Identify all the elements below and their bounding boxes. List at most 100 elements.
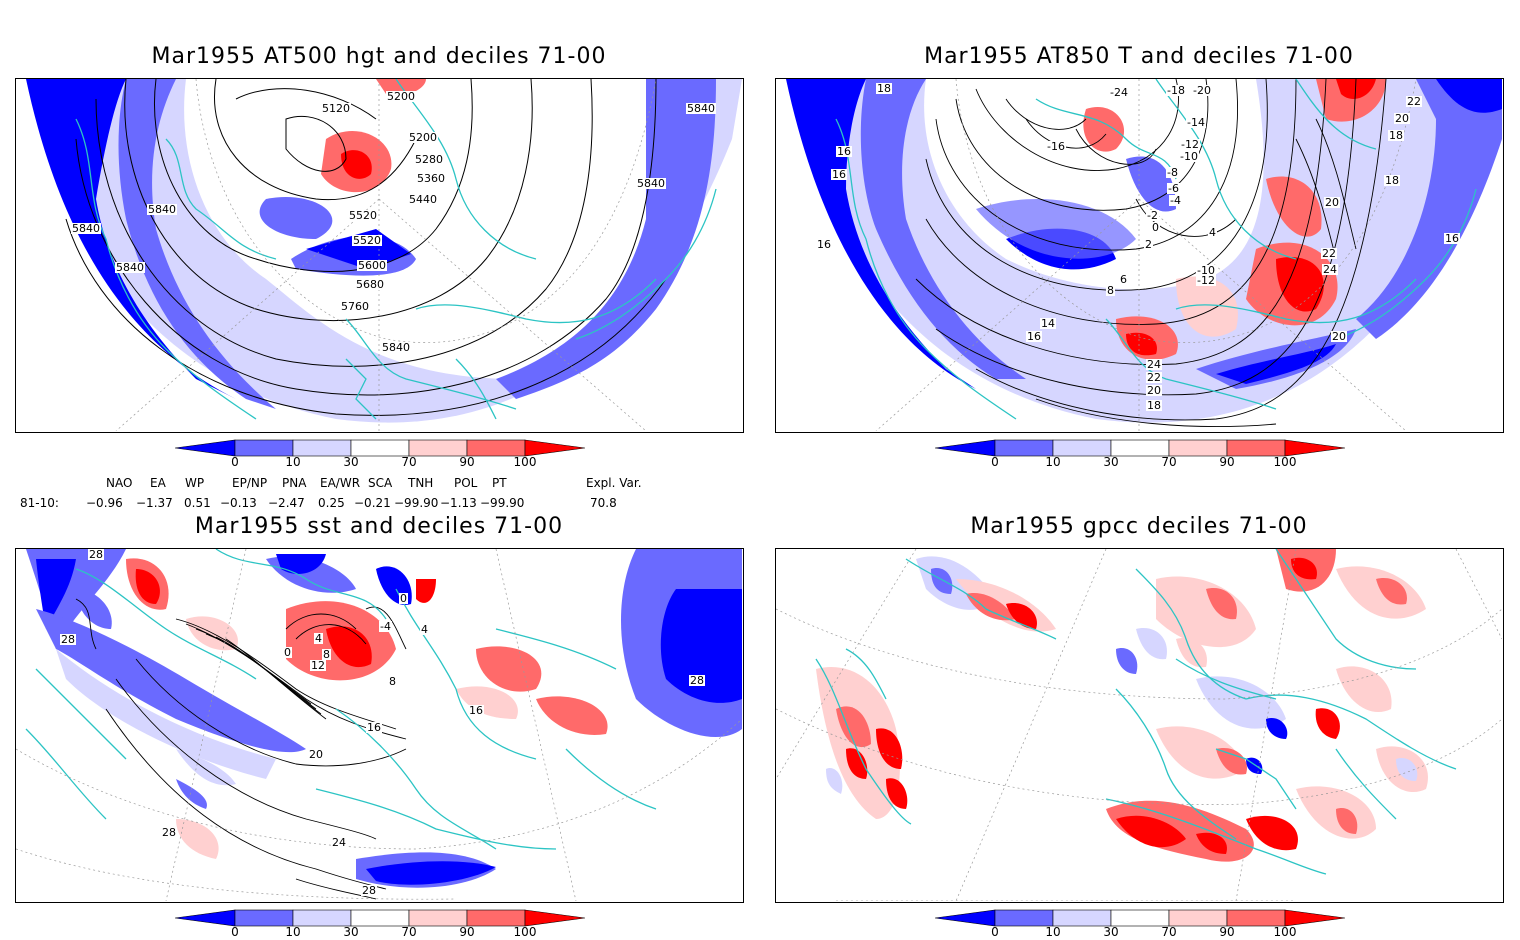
colorbar-tick-label: 10	[1045, 925, 1061, 939]
index-name: EP/NP	[232, 476, 268, 490]
index-name: POL	[454, 476, 478, 490]
contour-label: 14	[1040, 317, 1056, 330]
colorbar-top-left	[174, 438, 586, 460]
contour-label: 5440	[408, 193, 438, 206]
contour-label: 18	[1384, 174, 1400, 187]
colorbar-swatches	[934, 909, 1346, 927]
contour-label: 0	[283, 646, 292, 659]
colorbar-arrow-low	[934, 909, 996, 927]
contour-label: 5360	[416, 172, 446, 185]
contour-label: 24	[1146, 358, 1162, 371]
colorbar-segment	[466, 909, 526, 927]
contour-label: 20	[308, 748, 324, 761]
colorbar-segment	[1168, 909, 1228, 927]
colorbar-tick-label: 70	[401, 925, 417, 939]
contour-label: 16	[366, 721, 382, 734]
colorbar-tick-label: 100	[1273, 925, 1297, 939]
colorbar-segment	[234, 439, 294, 457]
contour-label: 5840	[686, 102, 716, 115]
contour-label: -20	[1192, 84, 1212, 97]
colorbar-tick-label: 90	[459, 925, 475, 939]
contour-label: 20	[1146, 384, 1162, 397]
colorbar-labels: 0 10 30 70 90 100	[935, 925, 1345, 940]
contour-label: 5200	[386, 90, 416, 103]
contour-label: 18	[1388, 129, 1404, 142]
contour-label: -10	[1179, 150, 1199, 163]
colorbar-tick-label: 0	[991, 925, 999, 939]
contour-label: 4	[314, 632, 323, 645]
panel-title-sst: Mar1955 sst and deciles 71-00	[194, 514, 564, 539]
contour-label: 5760	[340, 300, 370, 313]
colorbar-tick-label: 90	[1219, 925, 1235, 939]
contour-label: -24	[1109, 86, 1129, 99]
contour-label: 5840	[71, 222, 101, 235]
index-value: −0.21	[354, 496, 391, 510]
colorbar-tick-label: 100	[513, 455, 537, 469]
index-name: Expl. Var.	[586, 476, 642, 490]
contour-label: 20	[1331, 330, 1347, 343]
colorbar-tick-label: 0	[231, 455, 239, 469]
colorbar-tick-label: 10	[285, 925, 301, 939]
contour-label: 16	[836, 145, 852, 158]
panel-title-t850: Mar1955 AT850 T and deciles 71-00	[924, 44, 1354, 69]
colorbar-tick-label: 90	[1219, 455, 1235, 469]
colorbar-bottom-right	[934, 908, 1346, 930]
colorbar-segment	[1168, 439, 1228, 457]
colorbar-segment	[1110, 909, 1170, 927]
colorbar-arrow-high	[1284, 909, 1346, 927]
index-value: 0.51	[184, 496, 211, 510]
contour-label: -2	[1146, 209, 1159, 222]
colorbar-segment	[350, 439, 410, 457]
contour-label: -18	[1166, 84, 1186, 97]
colorbar-segment	[994, 439, 1054, 457]
contour-label: 28	[689, 674, 705, 687]
colorbar-labels: 0 10 30 70 90 100	[175, 455, 585, 471]
contour-label: 8	[1106, 284, 1115, 297]
colorbar-segment	[234, 909, 294, 927]
contour-label: 6	[1119, 273, 1128, 286]
contour-label: 2	[1144, 238, 1153, 251]
contour-label: -10	[1196, 264, 1216, 277]
index-row-label: 81-10:	[20, 496, 59, 510]
index-value: −99.90	[394, 496, 439, 510]
colorbar-tick-label: 0	[991, 455, 999, 469]
contour-label: 16	[1026, 330, 1042, 343]
contour-label: 5840	[147, 203, 177, 216]
contour-label: 22	[1321, 247, 1337, 260]
colorbar-segment	[1110, 439, 1170, 457]
colorbar-bottom-left	[174, 908, 586, 930]
colorbar-tick-label: 30	[1103, 455, 1119, 469]
contour-label: -12	[1196, 274, 1216, 287]
contour-label: 5520	[348, 209, 378, 222]
colorbar-arrow-low	[174, 439, 236, 457]
index-value: 70.8	[590, 496, 617, 510]
colorbar-arrow-high	[524, 439, 586, 457]
contour-label: 12	[310, 659, 326, 672]
contour-label: -16	[1046, 140, 1066, 153]
index-value: −2.47	[268, 496, 305, 510]
contour-label: 4	[1208, 226, 1217, 239]
contour-label: 28	[88, 548, 104, 561]
map-panel-t850: 18 -24 -18 -20 -16 -14 -12 -10 -8 -6 -4 …	[775, 78, 1504, 433]
colorbar-tick-label: 10	[285, 455, 301, 469]
map-panel-gpcc	[775, 548, 1504, 903]
index-value: −1.37	[136, 496, 173, 510]
index-name: NAO	[106, 476, 133, 490]
colorbar-labels: 0 10 30 70 90 100	[935, 455, 1345, 471]
map-panel-hgt500: 5200 5120 5200 5280 5360 5440 5520 5520 …	[15, 78, 744, 433]
contour-label: -12	[1180, 138, 1200, 151]
index-table: NAO EA WP EP/NP PNA EA/WR SCA TNH POL PT Expl. Var…	[20, 474, 720, 510]
panel-title-gpcc: Mar1955 gpcc deciles 71-00	[970, 514, 1308, 539]
contour-label: 16	[831, 168, 847, 181]
colorbar-swatches	[174, 439, 586, 457]
contour-label: 5120	[321, 102, 351, 115]
colorbar-segment	[994, 909, 1054, 927]
colorbar-tick-label: 70	[1161, 455, 1177, 469]
contour-label: 20	[1324, 196, 1340, 209]
contour-label: 5200	[408, 131, 438, 144]
contour-label: 16	[816, 238, 832, 251]
contour-label: 28	[361, 884, 377, 897]
colorbar-segment	[466, 439, 526, 457]
colorbar-arrow-low	[934, 439, 996, 457]
colorbar-tick-label: 10	[1045, 455, 1061, 469]
